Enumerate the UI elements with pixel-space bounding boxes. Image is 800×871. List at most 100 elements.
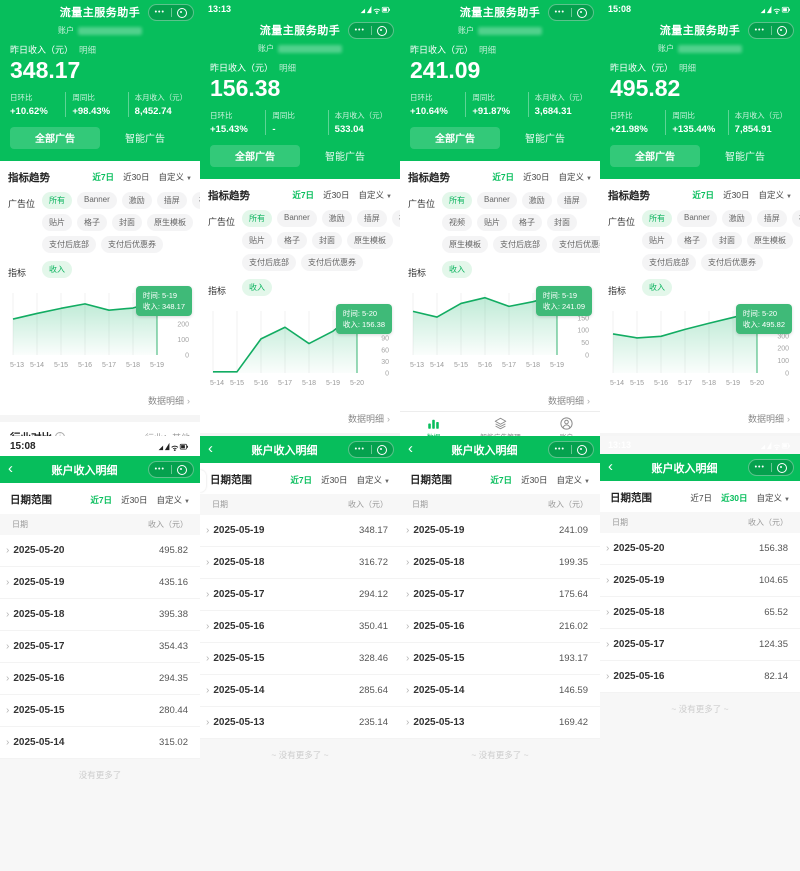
adslot-chip[interactable]: 支付后优惠券 [301, 253, 363, 271]
range-tab-2[interactable]: 近30日 [121, 494, 148, 505]
table-row[interactable]: › 2025-05-15 193.17 [400, 643, 600, 675]
smart-ads-button[interactable]: 智能广告 [300, 145, 390, 167]
adslot-chip[interactable]: Banner [677, 209, 717, 227]
adslot-chip[interactable]: 激励 [721, 209, 752, 227]
adslot-chip[interactable]: 插屏 [356, 209, 387, 227]
range-tab-2[interactable]: 近30日 [521, 474, 548, 485]
range-tab-1[interactable]: 近7日 [490, 474, 513, 485]
range-tab-3[interactable]: 自定义 ▼ [358, 190, 392, 201]
more-icon[interactable]: ••• [354, 27, 365, 34]
expand-chevron-icon[interactable]: › [206, 621, 210, 632]
detail-link[interactable]: 明细 [279, 63, 297, 73]
adslot-chip[interactable]: 插屏 [556, 191, 587, 209]
adslot-chip[interactable]: 格子 [77, 213, 107, 231]
metric-chip-income[interactable]: 收入 [442, 260, 472, 278]
adslot-chip[interactable]: 格子 [277, 231, 307, 249]
adslot-chip[interactable]: 格子 [677, 231, 707, 249]
trend-chart[interactable]: 2502001501005005-135-145-155-165-175-185… [405, 285, 595, 389]
more-icon[interactable]: ••• [154, 466, 165, 473]
table-row[interactable]: › 2025-05-14 315.02 [0, 727, 200, 759]
range-tab-3[interactable]: 自定义 ▼ [158, 172, 192, 183]
range-tab-2[interactable]: 近30日 [323, 190, 350, 201]
nav-tab-2[interactable]: 智能广告管理 [467, 412, 534, 436]
more-icon[interactable]: ••• [354, 446, 365, 453]
all-ads-button[interactable]: 全部广告 [10, 126, 100, 149]
expand-chevron-icon[interactable]: › [206, 685, 210, 696]
expand-chevron-icon[interactable]: › [6, 705, 10, 716]
range-tab-1[interactable]: 近7日 [692, 190, 715, 201]
expand-chevron-icon[interactable]: › [406, 589, 410, 600]
range-tab-3[interactable]: 自定义 ▼ [758, 190, 792, 201]
expand-chevron-icon[interactable]: › [6, 673, 10, 684]
adslot-chip[interactable]: 贴片 [242, 231, 272, 249]
adslot-chip[interactable]: 原生模板 [147, 213, 193, 231]
floating-handle[interactable] [200, 470, 206, 492]
data-detail-link[interactable]: 数据明细 › [747, 413, 790, 424]
table-row[interactable]: › 2025-05-19 104.65 [600, 565, 800, 597]
smart-ads-button[interactable]: 智能广告 [100, 127, 190, 149]
range-tab-1[interactable]: 近7日 [492, 172, 515, 183]
all-ads-button[interactable]: 全部广告 [410, 126, 500, 149]
range-tab-2[interactable]: 近30日 [721, 492, 748, 503]
table-row[interactable]: › 2025-05-15 328.46 [200, 643, 400, 675]
wechat-capsule[interactable]: ••• [148, 461, 194, 478]
expand-chevron-icon[interactable]: › [206, 557, 210, 568]
minimize-target-icon[interactable] [172, 464, 194, 475]
adslot-chip[interactable]: 视频 [391, 209, 400, 227]
minimize-target-icon[interactable] [772, 462, 794, 473]
more-icon[interactable]: ••• [754, 27, 765, 34]
expand-chevron-icon[interactable]: › [6, 609, 10, 620]
more-icon[interactable]: ••• [754, 464, 765, 471]
table-row[interactable]: › 2025-05-20 156.38 [600, 533, 800, 565]
data-detail-link[interactable]: 数据明细 › [147, 395, 190, 406]
wechat-capsule[interactable]: ••• [348, 22, 394, 39]
detail-link[interactable]: 明细 [479, 45, 497, 55]
expand-chevron-icon[interactable]: › [6, 545, 10, 556]
range-tab-3[interactable]: 自定义 ▼ [556, 474, 590, 485]
table-row[interactable]: › 2025-05-16 82.14 [600, 661, 800, 693]
back-icon[interactable]: ‹ [408, 440, 413, 457]
more-icon[interactable]: ••• [154, 9, 165, 16]
range-tab-3[interactable]: 自定义 ▼ [756, 492, 790, 503]
expand-chevron-icon[interactable]: › [206, 653, 210, 664]
adslot-chip[interactable]: 支付后优惠券 [701, 253, 763, 271]
minimize-target-icon[interactable] [372, 25, 394, 36]
adslot-chip[interactable]: 插屏 [756, 209, 787, 227]
back-icon[interactable]: ‹ [8, 460, 13, 477]
table-row[interactable]: › 2025-05-16 216.02 [400, 611, 600, 643]
adslot-chip[interactable]: 激励 [121, 191, 152, 209]
expand-chevron-icon[interactable]: › [6, 577, 10, 588]
expand-chevron-icon[interactable]: › [6, 737, 10, 748]
expand-chevron-icon[interactable]: › [206, 525, 210, 536]
expand-chevron-icon[interactable]: › [406, 557, 410, 568]
adslot-chip[interactable]: 支付后优惠券 [101, 235, 163, 253]
expand-chevron-icon[interactable]: › [606, 543, 610, 554]
info-icon[interactable]: i [55, 432, 65, 436]
table-row[interactable]: › 2025-05-19 435.16 [0, 567, 200, 599]
range-tab-2[interactable]: 近30日 [321, 474, 348, 485]
adslot-chip[interactable]: 格子 [512, 213, 542, 231]
range-tab-3[interactable]: 自定义 ▼ [356, 474, 390, 485]
adslot-chip[interactable]: 支付后底部 [642, 253, 696, 271]
wechat-capsule[interactable]: ••• [748, 22, 794, 39]
range-tab-2[interactable]: 近30日 [723, 190, 750, 201]
range-tab-1[interactable]: 近7日 [290, 474, 313, 485]
range-tab-1[interactable]: 近7日 [690, 492, 713, 503]
table-row[interactable]: › 2025-05-18 199.35 [400, 547, 600, 579]
range-tab-3[interactable]: 自定义 ▼ [558, 172, 592, 183]
expand-chevron-icon[interactable]: › [206, 589, 210, 600]
wechat-capsule[interactable]: ••• [748, 459, 794, 476]
minimize-target-icon[interactable] [572, 444, 594, 455]
more-icon[interactable]: ••• [554, 9, 565, 16]
trend-chart[interactable]: 40030020010005-135-145-155-165-175-185-1… [5, 285, 195, 389]
table-row[interactable]: › 2025-05-13 169.42 [400, 707, 600, 739]
expand-chevron-icon[interactable]: › [406, 685, 410, 696]
adslot-chip[interactable]: 原生模板 [442, 235, 488, 253]
expand-chevron-icon[interactable]: › [206, 717, 210, 728]
range-tab-1[interactable]: 近7日 [90, 494, 113, 505]
table-row[interactable]: › 2025-05-14 146.59 [400, 675, 600, 707]
trend-chart[interactable]: 50040030020010005-145-155-165-175-185-19… [605, 303, 795, 407]
adslot-chip[interactable]: 支付后底部 [493, 235, 547, 253]
adslot-chip[interactable]: 所有 [242, 209, 272, 227]
table-row[interactable]: › 2025-05-19 241.09 [400, 515, 600, 547]
